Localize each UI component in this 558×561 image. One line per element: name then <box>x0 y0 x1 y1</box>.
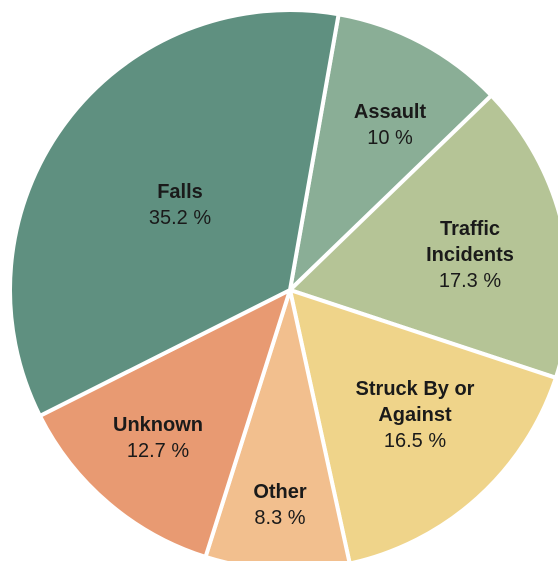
slice-label: Unknown 12.7 % <box>113 414 203 462</box>
pie-slice <box>8 8 341 418</box>
category-label: Unknown <box>113 414 203 436</box>
value-label: 35.2 % <box>148 207 212 229</box>
value-label: 12.7 % <box>126 440 190 462</box>
category-label: Falls <box>157 181 203 203</box>
slice-label: Assault 10 % <box>353 101 427 149</box>
pie-slice <box>288 93 558 380</box>
category-label: Struck By or Against <box>355 378 475 426</box>
value-label: 10 % <box>367 127 413 149</box>
value-label: 8.3 % <box>254 507 306 529</box>
pie-slice <box>288 288 558 561</box>
category-label: Other <box>253 481 307 503</box>
category-label: Assault <box>353 101 427 123</box>
pie-slice <box>288 12 494 292</box>
value-label: 16.5 % <box>383 430 447 452</box>
pie-slice <box>37 288 292 559</box>
slice-label: Traffic Incidents 17.3 % <box>426 218 514 292</box>
slice-label: Falls 35.2 % <box>148 181 212 229</box>
slice-label: Struck By or Against 16.5 % <box>355 378 475 452</box>
category-label: Traffic Incidents <box>426 218 514 266</box>
slice-label: Other 8.3 % <box>253 481 307 529</box>
pie-slice <box>203 288 352 561</box>
value-label: 17.3 % <box>438 270 502 292</box>
